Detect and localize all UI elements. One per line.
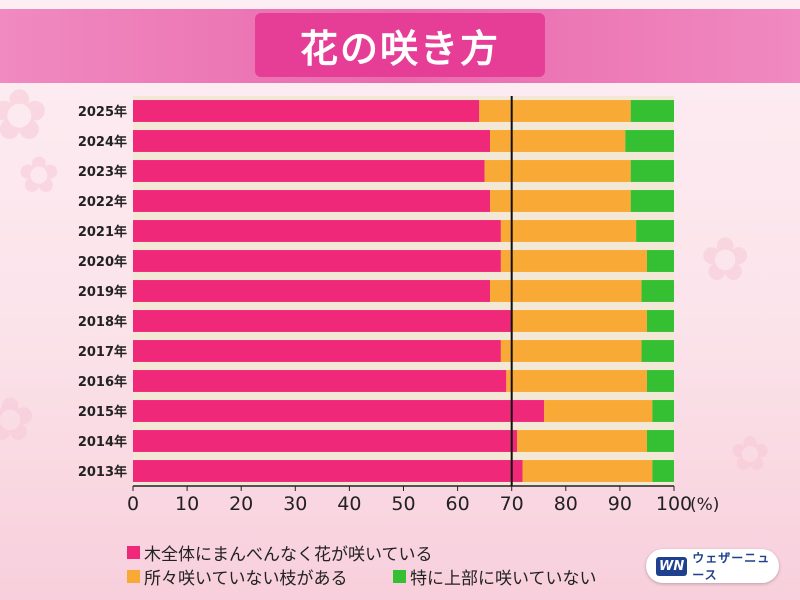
petal-decoration: ✿: [700, 225, 751, 295]
bar-segment-1: [133, 250, 501, 272]
category-label: 2021年: [78, 224, 127, 240]
petal-decoration: ✿: [0, 74, 49, 156]
x-tick-label: 60: [446, 493, 470, 515]
title-box: 花の咲き方: [255, 13, 545, 77]
legend-label: 所々咲いていない枝がある: [144, 569, 348, 589]
category-label: 2025年: [78, 104, 127, 120]
x-tick-label: 90: [608, 493, 632, 515]
bar-segment-3: [630, 100, 674, 122]
legend-item-top-not-blooming: 特に上部に咲いていない: [393, 564, 597, 589]
bar-segment-2: [500, 340, 642, 362]
x-tick-label: 50: [391, 493, 415, 515]
petal-decoration: ✿: [730, 426, 771, 482]
bar-segment-2: [544, 400, 653, 422]
bar-segment-1: [133, 190, 491, 212]
category-label: 2016年: [78, 374, 127, 390]
bar-segment-3: [625, 130, 674, 152]
bar-segment-1: [133, 280, 491, 302]
bar-segment-2: [500, 250, 647, 272]
bar-segment-2: [479, 100, 631, 122]
x-tick-label: 20: [229, 493, 253, 515]
legend-label: 特に上部に咲いていない: [410, 569, 597, 589]
x-tick-label: 0: [127, 493, 139, 515]
bar-segment-2: [490, 280, 642, 302]
chart-title: 花の咲き方: [299, 26, 500, 71]
bar-segment-1: [133, 160, 485, 182]
x-tick-label: 40: [337, 493, 361, 515]
bar-segment-2: [517, 430, 647, 452]
bar-segment-2: [522, 460, 653, 482]
logo-text: ウェザーニュース: [692, 551, 771, 582]
bar-segment-1: [133, 220, 501, 242]
bar-segment-3: [630, 190, 674, 212]
bar-segment-3: [652, 460, 674, 482]
bar-segment-3: [646, 310, 674, 332]
category-label: 2017年: [78, 344, 127, 360]
bar-segment-1: [133, 100, 480, 122]
petal-decoration: ✿: [0, 385, 36, 455]
bar-segment-3: [641, 280, 674, 302]
x-tick-label: 30: [283, 493, 307, 515]
bar-segment-1: [133, 460, 523, 482]
bar-segment-2: [484, 160, 631, 182]
category-label: 2014年: [78, 434, 127, 450]
category-label: 2019年: [78, 284, 127, 300]
legend-item-partial: 所々咲いていない枝がある: [127, 564, 348, 589]
bar-segment-3: [646, 430, 674, 452]
legend-swatch: [127, 570, 140, 583]
bar-segment-1: [133, 340, 501, 362]
bar-segment-3: [646, 370, 674, 392]
bar-segment-2: [506, 370, 647, 392]
category-label: 2022年: [78, 194, 127, 210]
logo-mark: WN: [656, 556, 688, 576]
bar-segment-2: [511, 310, 647, 332]
legend-swatch: [127, 546, 140, 559]
category-label: 2015年: [78, 404, 127, 420]
bar-segment-3: [636, 220, 674, 242]
bar-segment-1: [133, 310, 512, 332]
bar-segment-3: [641, 340, 674, 362]
bar-segment-2: [490, 190, 631, 212]
category-label: 2018年: [78, 314, 127, 330]
x-tick-label: 100: [656, 493, 692, 515]
category-label: 2024年: [78, 134, 127, 150]
bar-segment-1: [133, 430, 518, 452]
bar-segment-1: [133, 130, 491, 152]
x-axis-unit: (%): [690, 495, 719, 515]
title-band: 花の咲き方: [0, 9, 800, 83]
weathernews-logo: WN ウェザーニュース: [646, 549, 779, 583]
x-tick-label: 70: [500, 493, 524, 515]
bar-segment-2: [500, 220, 637, 242]
legend-item-full-bloom: 木全体にまんべんなく花が咲いている: [127, 540, 433, 565]
bar-segment-2: [490, 130, 626, 152]
x-tick-label: 80: [554, 493, 578, 515]
bar-segment-3: [646, 250, 674, 272]
bar-segment-3: [630, 160, 674, 182]
legend-label: 木全体にまんべんなく花が咲いている: [144, 545, 433, 565]
category-label: 2013年: [78, 464, 127, 480]
x-tick-label: 10: [175, 493, 199, 515]
legend-swatch: [393, 570, 406, 583]
bar-segment-1: [133, 370, 507, 392]
bar-segment-3: [652, 400, 674, 422]
category-label: 2023年: [78, 164, 127, 180]
bar-segment-1: [133, 400, 545, 422]
petal-decoration: ✿: [18, 146, 60, 204]
category-label: 2020年: [78, 254, 127, 270]
